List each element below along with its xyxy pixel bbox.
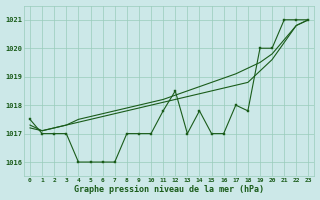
X-axis label: Graphe pression niveau de la mer (hPa): Graphe pression niveau de la mer (hPa) <box>74 185 264 194</box>
